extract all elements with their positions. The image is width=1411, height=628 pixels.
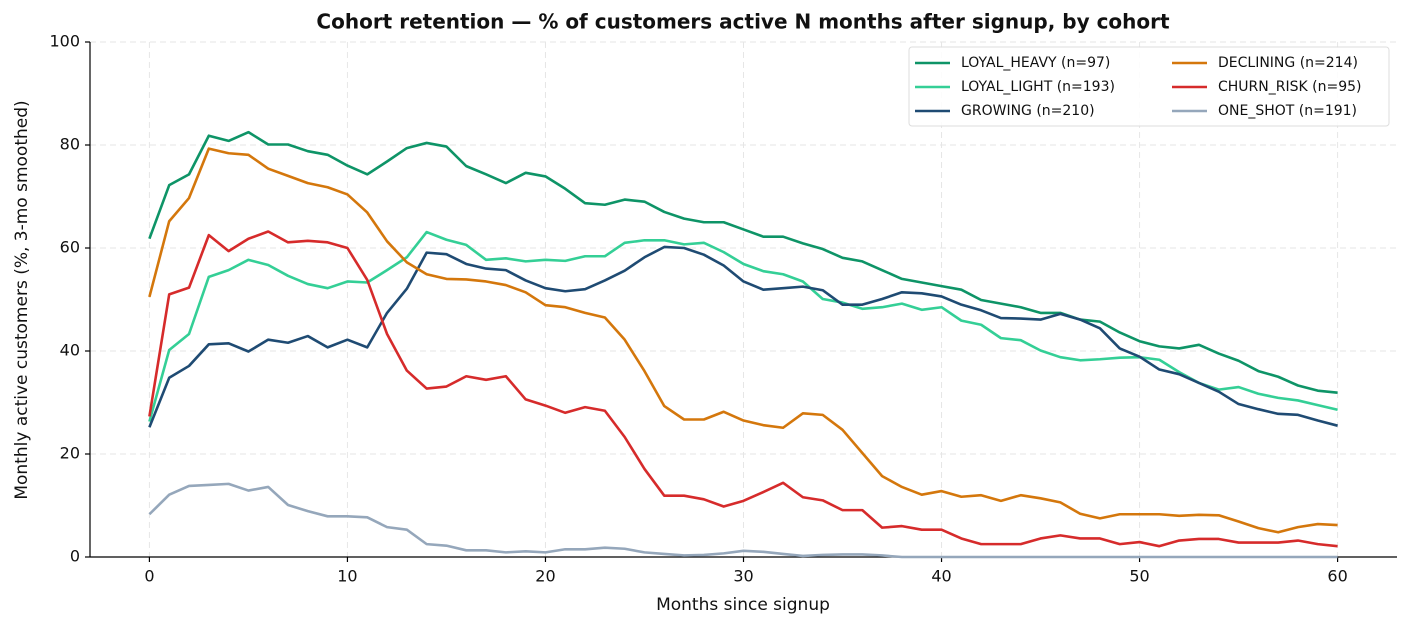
y-tick-label: 60: [60, 238, 80, 257]
series-line: [148, 245, 1338, 428]
legend-label: ONE_SHOT (n=191): [1218, 103, 1357, 119]
x-tick-label: 20: [535, 567, 555, 586]
y-axis-label: Monthly active customers (%, 3-mo smooth…: [12, 100, 32, 499]
legend-label: LOYAL_HEAVY (n=97): [961, 55, 1110, 71]
legend-label: CHURN_RISK (n=95): [1218, 79, 1361, 95]
y-tick-label: 100: [49, 32, 80, 51]
legend-box: [908, 46, 1390, 127]
series-line: [148, 130, 1338, 395]
y-tick-label: 80: [60, 135, 80, 154]
y-tick-label: 0: [70, 547, 80, 566]
x-tick-label: 30: [733, 567, 753, 586]
series-line: [148, 482, 1338, 559]
legend-label: LOYAL_LIGHT (n=193): [961, 79, 1115, 95]
x-tick-label: 0: [144, 567, 154, 586]
legend: LOYAL_HEAVY (n=97) LOYAL_LIGHT (n=193) GRO…: [908, 46, 1390, 127]
y-tick-label: 20: [60, 444, 80, 463]
x-tick-label: 10: [337, 567, 357, 586]
x-tick-label: 50: [1129, 567, 1149, 586]
series-line: [148, 147, 1338, 534]
legend-label: GROWING (n=210): [961, 103, 1095, 119]
x-axis-label: Months since signup: [656, 595, 830, 615]
chart-title: Cohort retention — % of customers active…: [316, 10, 1170, 34]
x-tick-label: 60: [1327, 567, 1347, 586]
y-tick-label: 40: [60, 341, 80, 360]
series-line: [148, 230, 1338, 548]
legend-label: DECLINING (n=214): [1218, 55, 1358, 71]
x-tick-label: 40: [931, 567, 951, 586]
